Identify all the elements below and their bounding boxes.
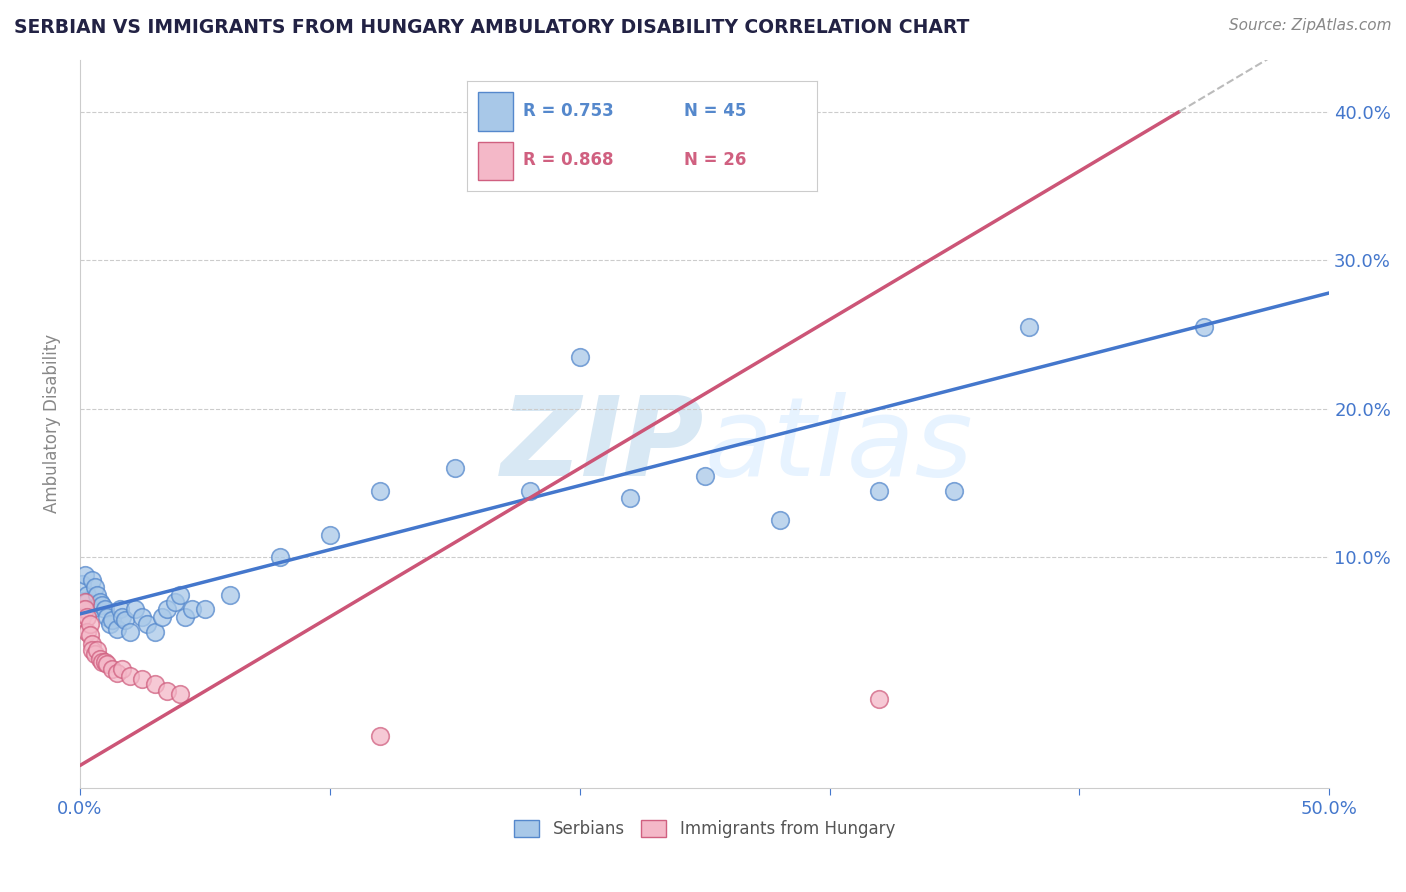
Point <box>156 684 179 698</box>
Point <box>143 624 166 639</box>
Point <box>73 595 96 609</box>
Point <box>76 624 98 639</box>
Point <box>869 691 891 706</box>
Point <box>118 624 141 639</box>
Point <box>76 595 98 609</box>
Point <box>173 610 195 624</box>
Point <box>79 617 101 632</box>
Point <box>163 595 186 609</box>
Point <box>82 637 104 651</box>
Point <box>76 588 98 602</box>
Point <box>156 602 179 616</box>
Point <box>319 528 342 542</box>
Text: Source: ZipAtlas.com: Source: ZipAtlas.com <box>1229 18 1392 33</box>
Text: ZIP: ZIP <box>501 392 704 499</box>
Point <box>79 628 101 642</box>
Point <box>89 651 111 665</box>
Point <box>105 622 128 636</box>
Point <box>96 657 118 672</box>
Point <box>108 602 131 616</box>
Point <box>943 483 966 498</box>
Point <box>73 602 96 616</box>
Point <box>150 610 173 624</box>
Point <box>368 483 391 498</box>
Point <box>269 550 291 565</box>
Point <box>76 610 98 624</box>
Point <box>131 673 153 687</box>
Point <box>1018 320 1040 334</box>
Point <box>443 461 465 475</box>
Point <box>105 666 128 681</box>
Point <box>114 613 136 627</box>
Point <box>619 491 641 505</box>
Point <box>82 573 104 587</box>
Point <box>91 655 114 669</box>
Point <box>218 588 240 602</box>
Point <box>72 577 94 591</box>
Point <box>73 568 96 582</box>
Point <box>82 602 104 616</box>
Point <box>83 580 105 594</box>
Legend: Serbians, Immigrants from Hungary: Serbians, Immigrants from Hungary <box>508 814 901 845</box>
Point <box>368 729 391 743</box>
Point <box>86 588 108 602</box>
Point <box>94 602 117 616</box>
Point <box>169 588 191 602</box>
Point <box>118 669 141 683</box>
Y-axis label: Ambulatory Disability: Ambulatory Disability <box>44 334 60 513</box>
Point <box>72 602 94 616</box>
Point <box>101 613 124 627</box>
Point <box>91 598 114 612</box>
Point <box>111 610 134 624</box>
Point <box>86 642 108 657</box>
Point <box>72 610 94 624</box>
Point <box>83 647 105 661</box>
Point <box>101 662 124 676</box>
Point <box>96 610 118 624</box>
Point <box>693 468 716 483</box>
Point <box>94 655 117 669</box>
Point <box>111 662 134 676</box>
Point <box>79 602 101 616</box>
Point <box>169 687 191 701</box>
Point <box>82 642 104 657</box>
Point <box>143 677 166 691</box>
Point <box>869 483 891 498</box>
Text: SERBIAN VS IMMIGRANTS FROM HUNGARY AMBULATORY DISABILITY CORRELATION CHART: SERBIAN VS IMMIGRANTS FROM HUNGARY AMBUL… <box>14 18 969 37</box>
Point <box>519 483 541 498</box>
Point <box>89 595 111 609</box>
Point <box>1194 320 1216 334</box>
Text: atlas: atlas <box>704 392 973 499</box>
Point <box>98 617 121 632</box>
Point <box>768 513 790 527</box>
Point <box>568 350 591 364</box>
Point <box>181 602 204 616</box>
Point <box>136 617 159 632</box>
Point <box>194 602 217 616</box>
Point <box>131 610 153 624</box>
Point <box>124 602 146 616</box>
